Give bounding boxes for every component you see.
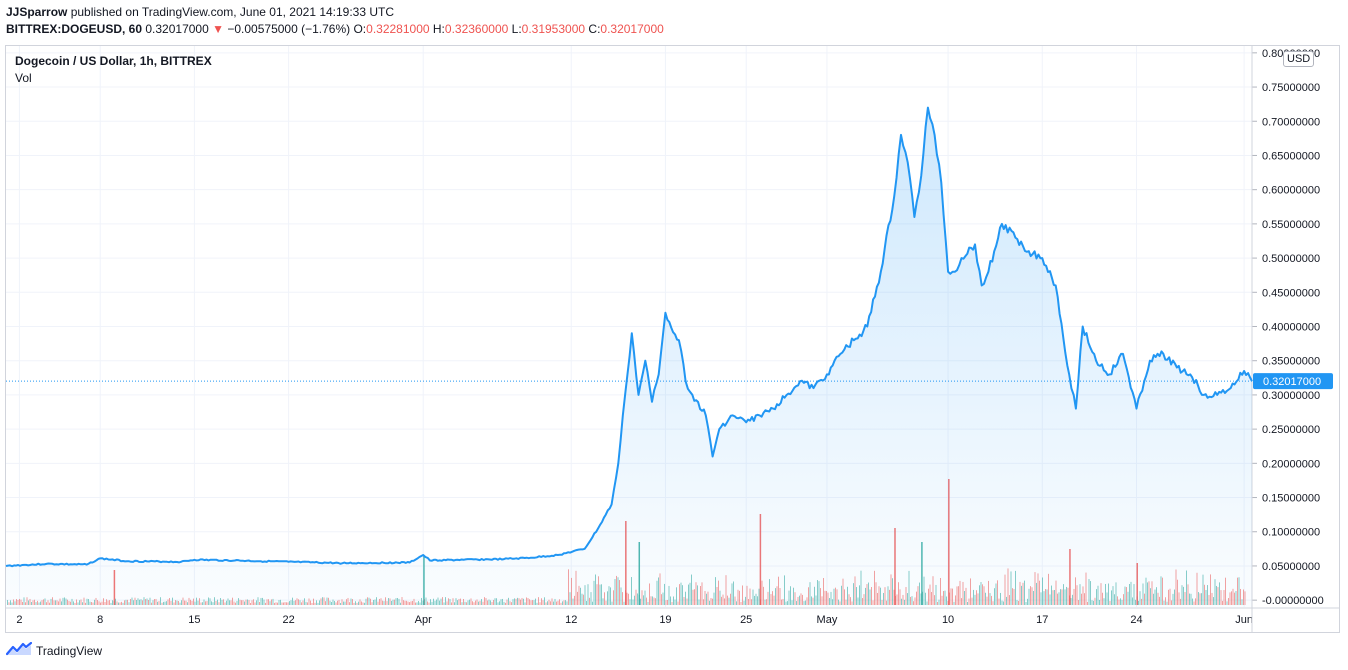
y-tick-label: -0.00000000 bbox=[1262, 595, 1324, 607]
publish-text: published on TradingView.com, June 01, 2… bbox=[70, 5, 395, 19]
x-tick-label: 19 bbox=[659, 614, 671, 626]
tradingview-logo-icon bbox=[5, 641, 33, 659]
y-tick-label: 0.60000000 bbox=[1262, 185, 1320, 197]
x-tick-label: 17 bbox=[1036, 614, 1048, 626]
price-area-fill bbox=[6, 107, 1252, 607]
last-price: 0.32017000 bbox=[145, 22, 209, 36]
ohlc-header: BITTREX:DOGEUSD, 60 0.32017000 ▼ −0.0057… bbox=[6, 22, 664, 36]
y-tick-label: 0.10000000 bbox=[1262, 527, 1320, 539]
x-tick-label: May bbox=[817, 614, 838, 626]
symbol-label: BITTREX:DOGEUSD, 60 bbox=[6, 22, 143, 36]
close-label: C: bbox=[588, 22, 601, 36]
publish-info: JJSparrow published on TradingView.com, … bbox=[6, 5, 394, 19]
y-tick-label: 0.25000000 bbox=[1262, 424, 1320, 436]
last-price-label-bg bbox=[1253, 373, 1333, 390]
x-tick-label: 15 bbox=[188, 614, 200, 626]
currency-badge[interactable]: USD bbox=[1283, 51, 1315, 67]
author-name[interactable]: JJSparrow bbox=[6, 5, 68, 19]
chart-legend-title: Dogecoin / US Dollar, 1h, BITTREX bbox=[15, 54, 212, 68]
y-tick-label: 0.70000000 bbox=[1262, 116, 1320, 128]
y-tick-label: 0.40000000 bbox=[1262, 322, 1320, 334]
y-tick-label: 0.35000000 bbox=[1262, 356, 1320, 368]
y-tick-label: 0.50000000 bbox=[1262, 253, 1320, 265]
high-value: 0.32360000 bbox=[444, 22, 509, 36]
y-tick-label: 0.55000000 bbox=[1262, 219, 1320, 231]
low-value: 0.31953000 bbox=[521, 22, 586, 36]
y-tick-label: 0.20000000 bbox=[1262, 458, 1320, 470]
footer: TradingView bbox=[5, 641, 103, 659]
y-tick-label: 0.05000000 bbox=[1262, 561, 1320, 573]
open-label: O: bbox=[353, 22, 367, 36]
close-value: 0.32017000 bbox=[600, 22, 664, 36]
y-tick-label: 0.15000000 bbox=[1262, 493, 1320, 505]
y-tick-label: 0.30000000 bbox=[1262, 390, 1320, 402]
high-label: H: bbox=[432, 22, 445, 36]
y-tick-label: 0.45000000 bbox=[1262, 287, 1320, 299]
price-change: −0.00575000 (−1.76%) bbox=[227, 22, 351, 36]
footer-brand[interactable]: TradingView bbox=[36, 643, 103, 658]
x-tick-label: Apr bbox=[415, 614, 432, 626]
down-arrow-icon: ▼ bbox=[212, 22, 225, 36]
chart-frame bbox=[5, 45, 1340, 633]
volume-legend: Vol bbox=[15, 71, 32, 85]
low-label: L: bbox=[511, 22, 522, 36]
x-tick-label: 24 bbox=[1130, 614, 1142, 626]
last-price-label: 0.32017000 bbox=[1263, 376, 1321, 388]
x-tick-label: 2 bbox=[16, 614, 22, 626]
y-tick-label: 0.75000000 bbox=[1262, 82, 1320, 94]
price-line bbox=[5, 106, 1253, 568]
x-tick-label: Jun bbox=[1235, 614, 1253, 626]
x-tick-label: 22 bbox=[282, 614, 294, 626]
open-value: 0.32281000 bbox=[366, 22, 430, 36]
x-tick-label: 10 bbox=[942, 614, 954, 626]
x-tick-label: 25 bbox=[740, 614, 752, 626]
x-tick-label: 8 bbox=[97, 614, 103, 626]
x-tick-label: 12 bbox=[565, 614, 577, 626]
y-tick-label: 0.65000000 bbox=[1262, 150, 1320, 162]
